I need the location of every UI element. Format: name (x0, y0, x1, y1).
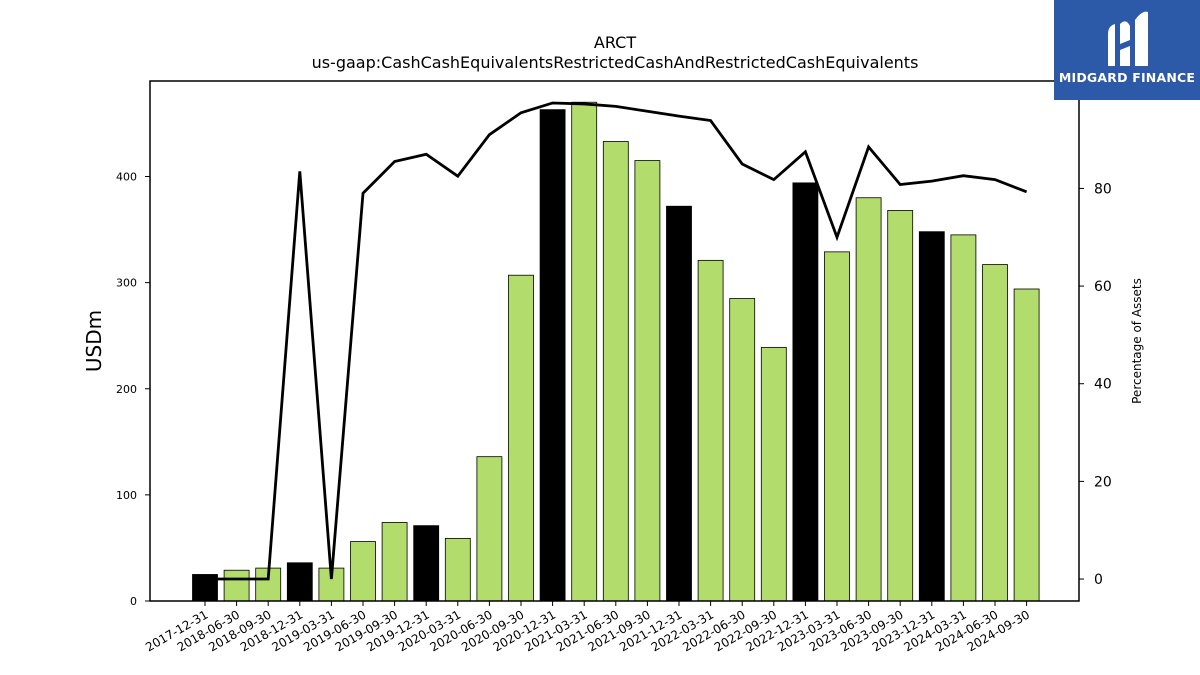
y-tick-label: 200 (116, 383, 137, 396)
bar-2024-09-30 (1013, 288, 1040, 602)
bar-2024-03-31 (950, 234, 977, 602)
percentage-line (205, 101, 1028, 581)
y-tick-label: 100 (116, 489, 137, 502)
bars-group (192, 101, 1040, 602)
bar-2021-03-31 (571, 101, 598, 602)
bar-2021-12-31 (666, 205, 692, 602)
bar-2022-03-31 (697, 259, 724, 602)
midgard-logo: MIDGARD FINANCE (1054, 0, 1200, 100)
bar-2019-06-30 (350, 541, 376, 602)
chart-title: ARCT (594, 33, 636, 52)
bar-2020-09-30 (508, 274, 534, 602)
y-tick-label: 300 (116, 277, 137, 290)
bar-2021-09-30 (634, 160, 661, 602)
midgard-logo-icon (1108, 11, 1148, 66)
y2-tick-label: 80 (1094, 181, 1112, 197)
bar-2020-12-31 (539, 109, 566, 602)
y-tick-label: 0 (130, 595, 137, 608)
bar-2020-03-31 (444, 537, 471, 602)
bar-2022-09-30 (760, 346, 787, 602)
bar-2023-09-30 (887, 210, 914, 602)
bar-2023-03-31 (824, 251, 850, 602)
y2-tick-label: 40 (1094, 377, 1112, 393)
bar-2023-12-31 (918, 231, 945, 602)
bar-2021-06-30 (602, 141, 629, 602)
y2-axis-label: Percentage of Assets (1130, 278, 1144, 404)
bar-2022-12-31 (792, 182, 819, 602)
chart-subtitle: us-gaap:CashCashEquivalentsRestrictedCas… (312, 53, 919, 72)
bar-2020-06-30 (476, 456, 503, 602)
y2-tick-label: 20 (1094, 474, 1112, 490)
bar-2022-06-30 (729, 298, 756, 602)
bar-2018-12-31 (286, 562, 313, 602)
y-axis-label: USDm (82, 310, 106, 372)
bar-2018-06-30 (223, 569, 250, 602)
logo-text: MIDGARD FINANCE (1058, 70, 1196, 85)
bar-2019-09-30 (381, 522, 408, 602)
y-tick-label: 400 (116, 171, 137, 184)
y2-tick-label: 0 (1094, 572, 1103, 588)
bar-2023-06-30 (855, 197, 882, 602)
plot-frame (149, 80, 1080, 602)
line-group (205, 101, 1028, 581)
bar-2019-12-31 (413, 525, 440, 602)
y2-tick-label: 60 (1094, 279, 1112, 295)
bar-2024-06-30 (982, 264, 1008, 602)
